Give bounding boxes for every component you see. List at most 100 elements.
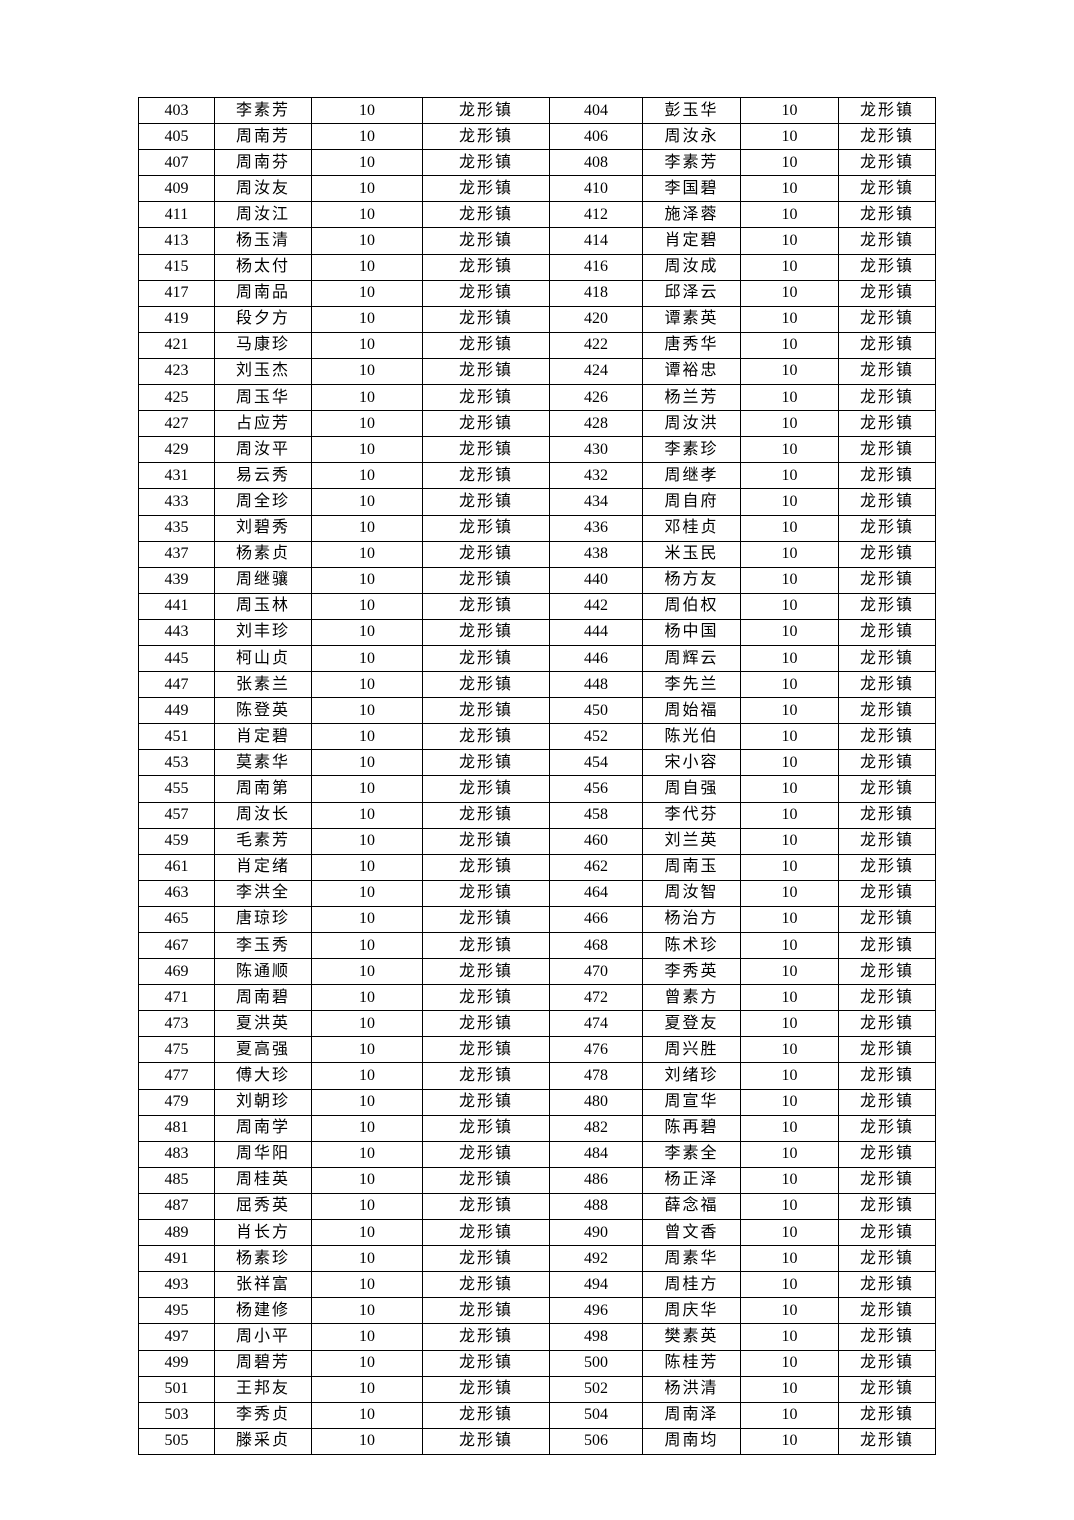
town-name: 龙形镇	[422, 123, 550, 151]
town-name: 龙形镇	[422, 488, 550, 516]
entry-number: 404	[549, 96, 643, 125]
amount: 10	[311, 801, 423, 829]
person-name: 屈秀英	[214, 1192, 312, 1221]
entry-number: 442	[549, 592, 643, 620]
person-name: 曾文香	[642, 1219, 741, 1247]
entry-number: 501	[138, 1375, 215, 1403]
town-name: 龙形镇	[422, 1192, 550, 1221]
person-name: 周南学	[214, 1114, 312, 1142]
amount: 10	[740, 1192, 839, 1221]
person-name: 张素兰	[214, 671, 312, 699]
person-name: 薛念福	[642, 1192, 741, 1221]
person-name: 杨太付	[214, 253, 312, 281]
person-name: 李秀贞	[214, 1401, 312, 1429]
entry-number: 472	[549, 984, 643, 1012]
amount: 10	[311, 253, 423, 281]
amount: 10	[740, 644, 839, 673]
person-name: 杨玉清	[214, 227, 312, 255]
table-row: 499 周碧芳 10 龙形镇 500 陈桂芳 10 龙形镇	[138, 1349, 936, 1377]
entry-number: 476	[549, 1036, 643, 1064]
table-row: 471 周南碧 10 龙形镇 472 曾素方 10 龙形镇	[138, 984, 936, 1012]
amount: 10	[740, 1062, 839, 1090]
amount: 10	[740, 175, 839, 203]
table-row: 415 杨太付 10 龙形镇 416 周汝成 10 龙形镇	[138, 253, 936, 281]
entry-number: 453	[138, 749, 215, 777]
table-row: 445 柯山贞 10 龙形镇 446 周辉云 10 龙形镇	[138, 644, 936, 673]
town-name: 龙形镇	[422, 1088, 550, 1116]
table-row: 419 段夕方 10 龙形镇 420 谭素英 10 龙形镇	[138, 305, 936, 333]
entry-number: 437	[138, 540, 215, 568]
town-name: 龙形镇	[422, 671, 550, 699]
amount: 10	[740, 592, 839, 620]
town-name: 龙形镇	[838, 618, 936, 646]
person-name: 周始福	[642, 697, 741, 725]
person-name: 陈光伯	[642, 723, 741, 751]
person-name: 周碧芳	[214, 1349, 312, 1377]
amount: 10	[740, 462, 839, 490]
table-row: 447 张素兰 10 龙形镇 448 李先兰 10 龙形镇	[138, 671, 936, 699]
town-name: 龙形镇	[422, 879, 550, 907]
table-row: 429 周汝平 10 龙形镇 430 李素珍 10 龙形镇	[138, 436, 936, 464]
entry-number: 416	[549, 253, 643, 281]
entry-number: 464	[549, 879, 643, 907]
table-row: 425 周玉华 10 龙形镇 426 杨兰芳 10 龙形镇	[138, 384, 936, 412]
amount: 10	[311, 905, 423, 934]
person-name: 周继孝	[642, 462, 741, 490]
amount: 10	[311, 723, 423, 751]
person-name: 周自强	[642, 775, 741, 803]
person-name: 莫素华	[214, 749, 312, 777]
person-name: 陈通顺	[214, 958, 312, 986]
town-name: 龙形镇	[422, 305, 550, 333]
person-name: 樊素英	[642, 1323, 741, 1351]
entry-number: 444	[549, 618, 643, 646]
person-name: 李先兰	[642, 671, 741, 699]
entry-number: 452	[549, 723, 643, 751]
town-name: 龙形镇	[422, 1375, 550, 1403]
person-name: 李素芳	[214, 96, 312, 125]
person-name: 周桂方	[642, 1271, 741, 1299]
table-row: 487 屈秀英 10 龙形镇 488 薛念福 10 龙形镇	[138, 1192, 936, 1221]
person-name: 王邦友	[214, 1375, 312, 1403]
table-row: 451 肖定碧 10 龙形镇 452 陈光伯 10 龙形镇	[138, 723, 936, 751]
amount: 10	[311, 749, 423, 777]
amount: 10	[740, 749, 839, 777]
person-name: 杨中国	[642, 618, 741, 646]
town-name: 龙形镇	[838, 1219, 936, 1247]
amount: 10	[740, 96, 839, 125]
table-row: 463 李洪全 10 龙形镇 464 周汝智 10 龙形镇	[138, 879, 936, 907]
town-name: 龙形镇	[838, 514, 936, 542]
entry-number: 455	[138, 775, 215, 803]
table-row: 441 周玉林 10 龙形镇 442 周伯权 10 龙形镇	[138, 592, 936, 620]
amount: 10	[740, 331, 839, 359]
table-row: 403 李素芳 10 龙形镇 404 彭玉华 10 龙形镇	[138, 96, 936, 125]
person-name: 刘碧秀	[214, 514, 312, 542]
entry-number: 427	[138, 410, 215, 438]
person-name: 周汝平	[214, 436, 312, 464]
entry-number: 462	[549, 853, 643, 881]
table-row: 413 杨玉清 10 龙形镇 414 肖定碧 10 龙形镇	[138, 227, 936, 255]
table-row: 439 周继骧 10 龙形镇 440 杨方友 10 龙形镇	[138, 566, 936, 594]
entry-number: 470	[549, 958, 643, 986]
entry-number: 451	[138, 723, 215, 751]
table-row: 467 李玉秀 10 龙形镇 468 陈术珍 10 龙形镇	[138, 931, 936, 960]
amount: 10	[740, 958, 839, 986]
table-row: 411 周汝江 10 龙形镇 412 施泽蓉 10 龙形镇	[138, 201, 936, 229]
entry-number: 456	[549, 775, 643, 803]
table-row: 483 周华阳 10 龙形镇 484 李素全 10 龙形镇	[138, 1140, 936, 1168]
table-row: 493 张祥富 10 龙形镇 494 周桂方 10 龙形镇	[138, 1271, 936, 1299]
entry-number: 465	[138, 905, 215, 934]
town-name: 龙形镇	[838, 1245, 936, 1273]
entry-number: 454	[549, 749, 643, 777]
table-row: 431 易云秀 10 龙形镇 432 周继孝 10 龙形镇	[138, 462, 936, 490]
entry-number: 492	[549, 1245, 643, 1273]
town-name: 龙形镇	[838, 592, 936, 620]
entry-number: 500	[549, 1349, 643, 1377]
amount: 10	[311, 592, 423, 620]
amount: 10	[311, 671, 423, 699]
town-name: 龙形镇	[838, 462, 936, 490]
person-name: 杨素贞	[214, 540, 312, 568]
amount: 10	[311, 931, 423, 960]
entry-number: 489	[138, 1219, 215, 1247]
town-name: 龙形镇	[838, 96, 936, 125]
table-row: 453 莫素华 10 龙形镇 454 宋小容 10 龙形镇	[138, 749, 936, 777]
